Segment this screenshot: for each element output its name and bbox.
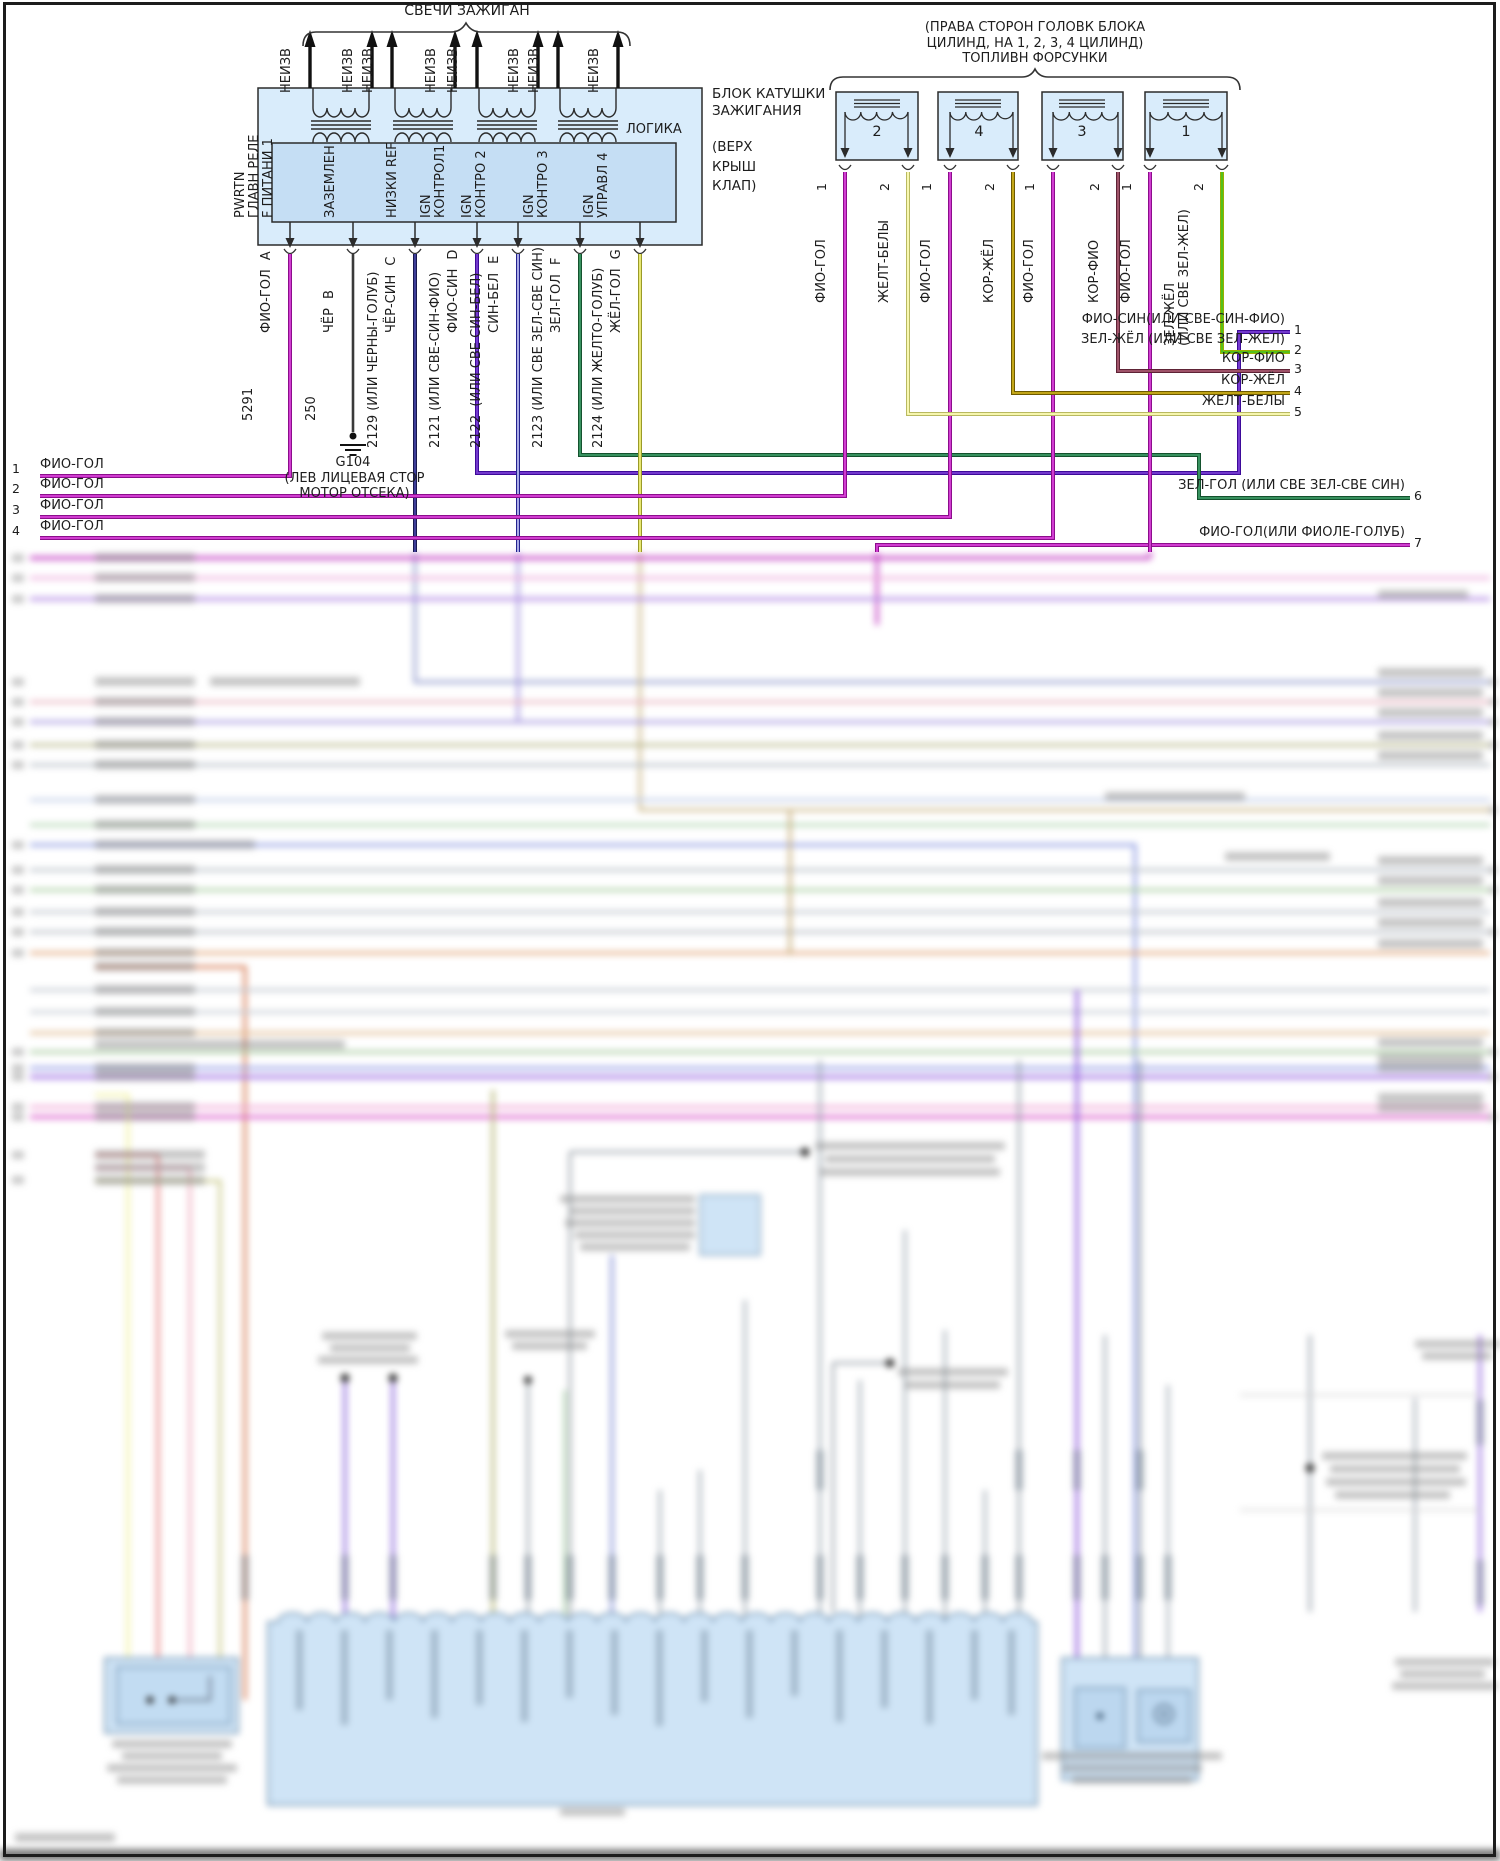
coil-wire-f-circuit: 2123 (ИЛИ СВЕ ЗЕЛ-СВЕ СИН): [531, 247, 546, 448]
injector-4-pin2-color: КОР-ЖЁЛ: [982, 239, 997, 303]
wire-label-neizv: НЕИЗВ: [341, 48, 356, 93]
coil-pin-label-d: IGN КОНТРОЛ1: [419, 144, 448, 218]
injector-4-pin2: 2: [982, 183, 997, 191]
injector-3-pin1-color: ФИО-ГОЛ: [1022, 239, 1037, 303]
coil-wire-e-color: СИН-БЕЛE: [487, 255, 502, 333]
left-wire-3-label: ФИО-ГОЛ: [40, 498, 104, 513]
coil-block-title: БЛОК КАТУШКИ ЗАЖИГАНИЯ: [712, 86, 826, 119]
wire-label-neizv: НЕИЗВ: [446, 48, 461, 93]
injector-3-number: 3: [1077, 124, 1087, 140]
coil-wire-b-color: ЧЁРB: [322, 290, 337, 333]
coil-pin-label-a: PWRTN ГЛАВН РЕЛЕ F ПИТАНИ 1: [233, 134, 276, 218]
coil-wire-a-circuit: 5291: [241, 387, 256, 421]
injector-2-number: 2: [872, 124, 882, 140]
right-wire-1-label: ФИО-СИН(ИЛИ СВЕ-СИН-ФИО): [1081, 312, 1285, 327]
injector-4-pin1: 1: [919, 183, 934, 191]
right-wire-7-label: ФИО-ГОЛ(ИЛИ ФИОЛЕ-ГОЛУБ): [1199, 525, 1405, 540]
coil-wire-c-color: ЧЁР-СИНC: [384, 256, 399, 333]
left-wire-4-num: 4: [12, 523, 20, 538]
coil-pin-label-b: ЗАЗЕМЛЕН: [323, 145, 338, 218]
ground-id: G104: [335, 455, 371, 470]
injector-3-pin2: 2: [1087, 183, 1102, 191]
wire-label-neizv: НЕИЗВ: [361, 48, 376, 93]
injector-1-pin1-color: ФИО-ГОЛ: [1119, 239, 1134, 303]
left-wire-4-label: ФИО-ГОЛ: [40, 519, 104, 534]
left-wire-1-num: 1: [12, 461, 20, 476]
coil-wire-f-color: ЗЕЛ-ГОЛF: [549, 257, 564, 333]
injector-2-pin2: 2: [877, 183, 892, 191]
right-wire-1-num: 1: [1294, 322, 1302, 337]
coil-block-location: (ВЕРХ КРЫШ КЛАП): [712, 139, 757, 195]
injectors-title: (ПРАВА СТОРОН ГОЛОВК БЛОКА ЦИЛИНД, НА 1,…: [924, 20, 1146, 67]
right-wire-5-num: 5: [1294, 404, 1302, 419]
coil-wire-c-circuit: 2129 (ИЛИ ЧЕРНЫ-ГОЛУБ): [366, 271, 381, 448]
coil-wire-d-circuit: 2121 (ИЛИ СВЕ-СИН-ФИО): [428, 271, 443, 448]
coil-wire-b-circuit: 250: [304, 396, 319, 421]
coil-wire-g-circuit: 2124 (ИЛИ ЖЕЛТО-ГОЛУБ): [591, 267, 606, 448]
wire-label-neizv: НЕИЗВ: [587, 48, 602, 93]
coil-wire-a-color: ФИО-ГОЛA: [259, 251, 274, 333]
wire-label-neizv: НЕИЗВ: [424, 48, 439, 93]
left-wire-1-label: ФИО-ГОЛ: [40, 457, 104, 472]
ground-location: (ЛЕВ ЛИЦЕВАЯ СТОР МОТОР ОТСЕКА): [284, 471, 425, 501]
right-wire-2-num: 2: [1294, 342, 1302, 357]
right-wire-3-label: КОР-ФИО: [1221, 351, 1285, 366]
injector-1-number: 1: [1181, 124, 1191, 140]
left-wire-2-label: ФИО-ГОЛ: [40, 477, 104, 492]
coil-wire-g-color: ЖЁЛ-ГОЛG: [609, 249, 624, 333]
injector-2-pin1-color: ФИО-ГОЛ: [814, 239, 829, 303]
injector-1-pin2: 2: [1191, 183, 1206, 191]
injector-2-pin2-color: ЖЕЛТ-БЕЛЫ: [877, 219, 892, 303]
wire-label-neizv: НЕИЗВ: [507, 48, 522, 93]
coil-pin-label-c: НИЗКИ REF: [385, 142, 400, 218]
spark-plugs-title: СВЕЧИ ЗАЖИГАН: [404, 3, 530, 19]
coil-pin-label-f: IGN КОНТРО 3: [522, 150, 551, 218]
right-wire-5-label: ЖЕЛТ-БЕЛЫ: [1201, 394, 1285, 409]
coil-pin-label-g: IGN УПРАВЛ 4: [582, 152, 611, 218]
injector-1-pin1: 1: [1119, 183, 1134, 191]
left-wire-2-num: 2: [12, 481, 20, 496]
right-wire-6-label: ЗЕЛ-ГОЛ (ИЛИ СВЕ ЗЕЛ-СВЕ СИН): [1178, 478, 1405, 493]
right-wire-4-label: КОР-ЖЁЛ: [1221, 373, 1285, 388]
coil-wire-d-color: ФИО-СИНD: [446, 249, 461, 333]
wire-label-neizv: НЕИЗВ: [527, 48, 542, 93]
right-wire-3-num: 3: [1294, 361, 1302, 376]
injector-3-pin2-color: КОР-ФИО: [1087, 239, 1102, 303]
right-wire-4-num: 4: [1294, 383, 1302, 398]
left-wire-3-num: 3: [12, 502, 20, 517]
wire-label-neizv: НЕИЗВ: [279, 48, 294, 93]
right-wire-7-num: 7: [1414, 535, 1422, 550]
coil-pin-label-e: IGN КОНТРО 2: [460, 150, 489, 218]
injector-4-number: 4: [974, 124, 984, 140]
right-wire-6-num: 6: [1414, 488, 1422, 503]
logic-label: ЛОГИКА: [626, 122, 682, 137]
right-wire-2-label: ЗЕЛ-ЖЁЛ (ИЛИ СВЕ ЗЕЛ-ЖЕЛ): [1081, 332, 1285, 347]
injector-4-pin1-color: ФИО-ГОЛ: [919, 239, 934, 303]
injector-2-pin1: 1: [814, 183, 829, 191]
coil-wire-e-circuit: 2122 (ИЛИ СВЕ СИН-БЕЛ): [469, 272, 484, 448]
injector-3-pin1: 1: [1022, 183, 1037, 191]
wiring-lines-svg: [40, 21, 1410, 552]
